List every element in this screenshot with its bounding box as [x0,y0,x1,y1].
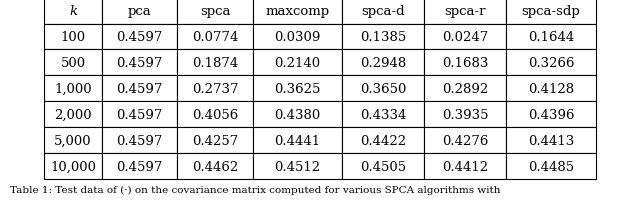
Text: Table 1: Test data of (·) on the covariance matrix computed for various SPCA alg: Table 1: Test data of (·) on the covaria… [10,185,500,194]
